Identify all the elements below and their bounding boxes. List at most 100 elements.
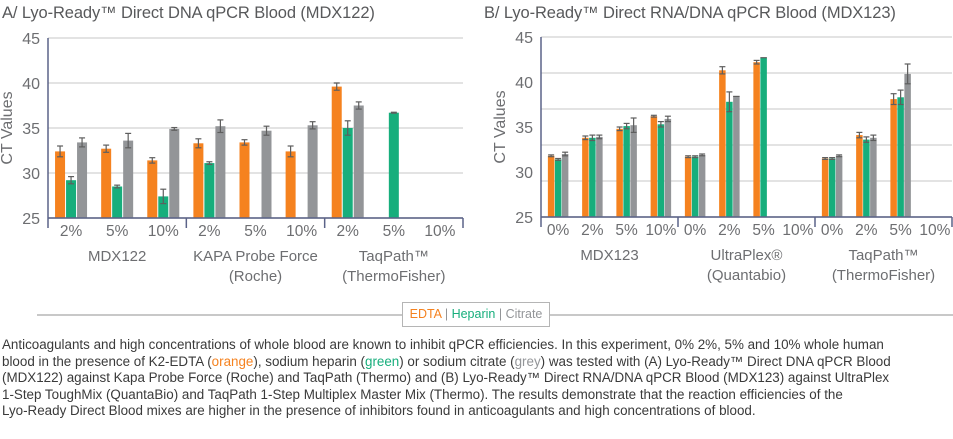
error-bar	[657, 120, 664, 128]
x-tick-label: 10%	[424, 223, 455, 240]
x-tick-label: 10%	[148, 223, 179, 240]
error-bar	[664, 115, 671, 123]
caption-text: ) or sodium citrate (	[399, 353, 515, 369]
error-bar	[160, 188, 167, 205]
group-label: MDX122	[88, 248, 146, 265]
error-bar	[582, 135, 589, 141]
x-tick-label: 10%	[782, 222, 813, 239]
error-bar	[241, 139, 248, 146]
y-tick-label: 40	[22, 76, 40, 93]
bar-citrate	[698, 154, 706, 217]
group-label: TaqPath™	[848, 247, 918, 264]
error-bar	[149, 157, 156, 164]
bar-heparin	[828, 158, 836, 217]
group-label: KAPA Probe Force	[193, 248, 318, 265]
error-bar	[562, 151, 569, 157]
y-tick-label: 45	[22, 31, 40, 48]
group-label: (Roche)	[229, 268, 282, 285]
error-bar	[650, 114, 657, 118]
bar-edta	[285, 151, 296, 218]
error-bar	[125, 132, 132, 149]
x-tick-label: 5%	[383, 223, 406, 240]
bar-heparin	[554, 159, 562, 217]
bar-edta	[821, 158, 829, 217]
chart-a: 25 30 35 40 45 CT Values 2% 5% 10% 2% 5% 10% 2% 5% 10%…	[0, 31, 464, 285]
error-bar	[103, 144, 110, 153]
error-bar	[390, 111, 397, 114]
group-label: (ThermoFisher)	[342, 268, 445, 285]
group-label: MDX123	[580, 247, 638, 264]
bar-edta	[616, 128, 623, 217]
y-tick-label: 35	[515, 120, 533, 137]
legend-separator: |	[498, 307, 503, 321]
error-bar	[836, 154, 843, 158]
error-bar	[753, 59, 760, 65]
error-bar	[890, 93, 897, 106]
bar-edta	[856, 135, 863, 217]
y-axis-label: CT Values	[0, 91, 16, 164]
error-bar	[623, 122, 630, 130]
error-bar	[692, 155, 699, 159]
error-bar	[287, 145, 294, 158]
chart-b-title: B/ Lyo-Ready™ Direct RNA/DNA qPCR Blood …	[484, 4, 896, 22]
error-bar	[897, 89, 904, 106]
y-tick-label: 30	[22, 166, 40, 183]
caption-color-word: grey	[514, 353, 541, 369]
bar-edta	[547, 155, 555, 217]
x-tick-label: 2%	[581, 222, 604, 239]
error-bar	[863, 136, 870, 143]
bar-citrate	[77, 142, 88, 218]
caption-line: blood in the presence of K2-EDTA (orange…	[2, 354, 952, 371]
error-bar	[355, 101, 362, 110]
bar-citrate	[561, 154, 569, 217]
x-tick-label: 5%	[752, 222, 775, 239]
error-bar	[217, 119, 224, 134]
bar-citrate	[835, 155, 843, 217]
bar-heparin	[66, 180, 77, 218]
bar-edta	[147, 160, 158, 218]
x-tick-label: 10%	[645, 222, 676, 239]
error-bar	[685, 155, 692, 159]
caption-line: 1-Step ToughMix (QuantaBio) and TaqPath …	[2, 387, 952, 404]
bar-citrate	[733, 96, 740, 217]
error-bar	[699, 153, 706, 157]
caption-text: 1-Step ToughMix (QuantaBio) and TaqPath …	[2, 386, 843, 402]
legend: EDTA | Heparin | Citrate	[402, 302, 550, 327]
error-bar	[616, 126, 623, 132]
y-tick-label: 45	[515, 30, 533, 47]
caption-color-word: green	[365, 353, 400, 369]
y-axis-label: CT Values	[492, 90, 509, 163]
group-label: TaqPath™	[359, 248, 429, 265]
bar-edta	[582, 137, 589, 217]
x-tick-label: 0%	[821, 222, 844, 239]
figure-caption: Anticoagulants and high concentrations o…	[2, 337, 952, 420]
bar-edta	[753, 62, 760, 218]
x-tick-label: 2%	[60, 223, 83, 240]
caption-text: (MDX122) against Kapa Probe Force (Roche…	[2, 370, 890, 386]
group-label: UltraPlex®	[711, 247, 783, 264]
bar-citrate	[870, 137, 877, 217]
bar-edta	[55, 151, 66, 218]
bar-heparin	[112, 186, 123, 218]
bar-citrate	[353, 105, 364, 218]
bar-heparin	[589, 137, 596, 217]
legend-edta: EDTA	[409, 307, 442, 321]
bar-heparin	[897, 97, 904, 217]
error-bar	[309, 121, 316, 130]
error-bar	[726, 91, 733, 113]
bar-edta	[684, 156, 692, 217]
error-bar	[904, 63, 911, 85]
error-bar	[195, 138, 202, 149]
caption-text: Anticoagulants and high concentrations o…	[2, 337, 884, 352]
bar-edta	[101, 148, 112, 218]
caption-text: Lyo-Ready Direct Blood mixes are higher …	[2, 403, 756, 419]
x-tick-label: 5%	[106, 223, 129, 240]
bar-edta	[890, 99, 897, 217]
y-tick-label: 40	[515, 75, 533, 92]
bar-edta	[719, 70, 726, 217]
chart-a-title: A/ Lyo-Ready™ Direct DNA qPCR Blood (MDX…	[2, 4, 375, 22]
error-bar	[822, 157, 829, 160]
x-tick-label: 5%	[244, 223, 267, 240]
error-bar	[630, 117, 637, 133]
y-tick-label: 30	[515, 165, 533, 182]
